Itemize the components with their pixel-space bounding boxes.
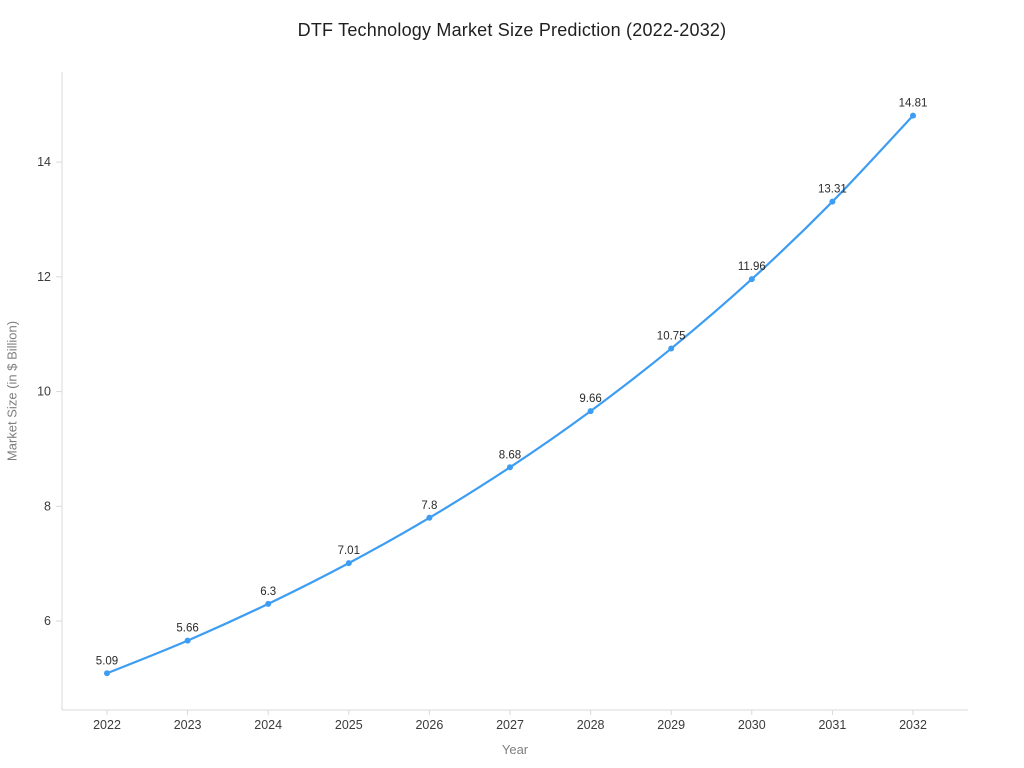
data-point	[345, 560, 352, 567]
x-axis: 2022 2023 2024 2025 2026 2027 2028 2029 2030 2031…	[93, 710, 927, 732]
x-tick-label: 2030	[738, 718, 766, 732]
data-point-label: 8.68	[499, 449, 521, 461]
data-point	[426, 514, 433, 521]
data-point-label: 11.96	[738, 261, 766, 273]
data-point-markers	[104, 112, 916, 677]
y-axis: 6 8 10 12 14	[37, 155, 62, 628]
data-point	[748, 276, 755, 283]
data-point-label: 5.09	[96, 655, 118, 667]
y-tick-label: 6	[44, 614, 51, 628]
data-point	[668, 345, 675, 352]
x-tick-label: 2029	[657, 718, 685, 732]
data-point-label: 9.66	[579, 393, 601, 405]
data-point-label: 5.66	[176, 623, 198, 635]
chart-title: DTF Technology Market Size Prediction (2…	[297, 20, 727, 40]
x-tick-label: 2025	[335, 718, 363, 732]
data-point	[265, 600, 272, 607]
data-point-label: 7.01	[338, 545, 360, 557]
x-tick-label: 2026	[415, 718, 443, 732]
data-point-label: 7.8	[421, 500, 437, 512]
x-tick-label: 2028	[577, 718, 605, 732]
data-point-label: 6.3	[260, 586, 276, 598]
y-tick-label: 8	[44, 499, 51, 513]
x-tick-label: 2027	[496, 718, 524, 732]
data-point-label: 14.81	[899, 98, 928, 110]
data-point-label: 13.31	[818, 184, 847, 196]
data-point	[587, 408, 594, 415]
series-line	[105, 114, 915, 675]
x-tick-label: 2031	[818, 718, 846, 732]
y-tick-label: 14	[37, 155, 51, 169]
data-point	[104, 670, 110, 677]
y-tick-label: 12	[37, 270, 51, 284]
data-point-label: 10.75	[657, 331, 686, 343]
y-tick-label: 10	[37, 385, 51, 399]
x-tick-label: 2023	[174, 718, 202, 732]
axes	[61, 72, 968, 711]
x-tick-label: 2032	[899, 718, 927, 732]
x-tick-label: 2024	[254, 718, 282, 732]
data-point-labels: 5.09 5.66 6.3 7.01 7.8 8.68 9.66 10.75 11.96 13.3…	[96, 98, 928, 668]
data-point	[829, 198, 836, 205]
data-point	[184, 637, 191, 644]
x-tick-label: 2022	[93, 718, 121, 732]
data-point	[910, 112, 916, 119]
data-point	[507, 464, 513, 471]
x-axis-title: Year	[501, 742, 529, 757]
